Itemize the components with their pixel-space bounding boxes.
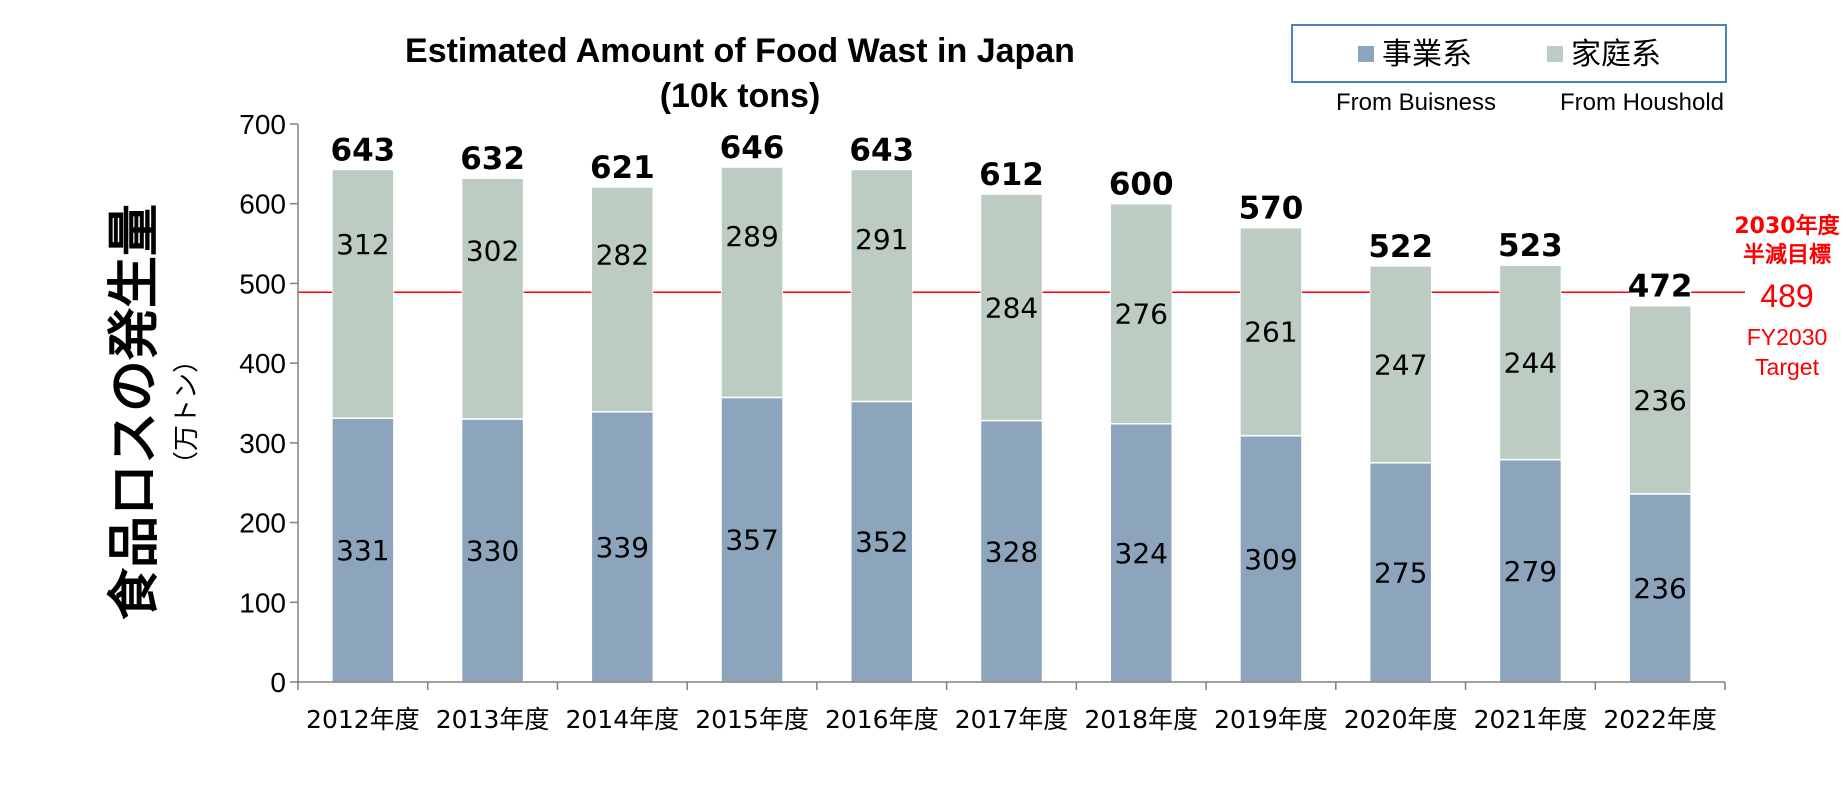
x-tick-label: 2014年度	[566, 705, 680, 734]
data-label-total: 646	[720, 130, 785, 166]
y-tick-label: 100	[239, 587, 286, 618]
data-label-business: 330	[466, 534, 519, 567]
x-tick-label: 2022年度	[1603, 705, 1717, 734]
y-axis-unit: （万トン）	[172, 347, 202, 477]
bar-segment-household	[1109, 202, 1173, 425]
data-label-household: 244	[1504, 346, 1557, 379]
bar-segment-business	[331, 417, 395, 683]
x-tick-label: 2017年度	[955, 705, 1069, 734]
target-label-en-line2: Target	[1755, 354, 1820, 380]
legend-label-household: 家庭系	[1571, 37, 1661, 72]
bar-segment-household	[1628, 304, 1692, 495]
bar-segment-household	[720, 166, 784, 399]
x-tick-label: 2015年度	[695, 705, 809, 734]
bar-segment-business	[720, 396, 784, 683]
data-label-business: 352	[855, 526, 908, 559]
data-label-business: 331	[336, 534, 389, 567]
y-tick-label: 300	[239, 428, 286, 459]
data-label-total: 612	[979, 157, 1044, 193]
legend-label-business: 事業系	[1382, 37, 1472, 72]
chart-title-line1: Estimated Amount of Food Wast in Japan	[405, 32, 1075, 70]
data-label-household: 312	[336, 228, 389, 261]
data-label-business: 309	[1244, 543, 1297, 576]
bar-segment-household	[979, 193, 1044, 422]
data-label-business: 275	[1374, 556, 1427, 589]
data-label-household: 284	[985, 291, 1038, 324]
legend-caption-household: From Houshold	[1560, 89, 1724, 116]
bar-segment-household	[1368, 265, 1433, 464]
y-axis-unit-group: （万トン）	[172, 347, 202, 477]
y-tick-label: 0	[270, 667, 286, 698]
chart-title-line2: (10k tons)	[660, 77, 821, 115]
x-tick-label: 2021年度	[1474, 705, 1588, 734]
bar-segment-business	[1239, 434, 1303, 683]
bar-segment-business	[1498, 458, 1563, 683]
y-tick-label: 200	[239, 508, 286, 539]
x-tick-label: 2020年度	[1344, 705, 1458, 734]
legend-caption-business: From Buisness	[1336, 89, 1496, 116]
y-axis-label: 食品ロスの発生量	[105, 204, 165, 620]
x-tick-label: 2013年度	[436, 705, 550, 734]
data-label-business: 357	[725, 524, 778, 557]
data-label-total: 570	[1239, 191, 1304, 227]
bar-segment-household	[1239, 226, 1303, 437]
plot-area: 0 100 200 300 400 500 600 700 331 312 643 2012年度 330…	[239, 109, 1745, 734]
data-label-household: 247	[1374, 348, 1427, 381]
target-label-jp-line1: 2030年度	[1734, 213, 1840, 239]
data-label-total: 643	[849, 132, 914, 168]
legend-swatch-business	[1358, 46, 1374, 62]
data-label-household: 289	[725, 220, 778, 253]
data-label-total: 523	[1498, 228, 1563, 264]
target-value: 489	[1760, 278, 1813, 314]
data-label-business: 236	[1633, 572, 1686, 605]
data-label-household: 261	[1244, 316, 1297, 349]
x-tick-label: 2018年度	[1084, 705, 1198, 734]
data-label-total: 632	[460, 141, 525, 177]
x-tick-label: 2012年度	[306, 705, 420, 734]
bar-segment-household	[460, 177, 525, 420]
data-label-business: 279	[1504, 555, 1557, 588]
data-label-household: 302	[466, 234, 519, 267]
data-label-household: 282	[596, 238, 649, 271]
y-tick-label: 600	[239, 189, 286, 220]
bar-segment-business	[1628, 493, 1692, 683]
bar-segment-household	[331, 168, 395, 419]
data-label-total: 621	[590, 150, 655, 186]
legend-swatch-household	[1547, 46, 1563, 62]
y-tick-label: 500	[239, 268, 286, 299]
legend: 事業系 家庭系 From Buisness From Houshold	[1291, 24, 1727, 116]
bar-segment-household	[1498, 264, 1563, 461]
bar-segment-household	[850, 168, 914, 403]
data-label-household: 236	[1633, 384, 1686, 417]
data-label-household: 291	[855, 223, 908, 256]
y-axis-title: 食品ロスの発生量	[105, 204, 165, 620]
data-label-total: 472	[1628, 269, 1693, 305]
target-label-en-line1: FY2030	[1747, 324, 1828, 350]
data-label-business: 328	[985, 535, 1038, 568]
bar-segment-household	[590, 186, 655, 413]
bar-segment-business	[1109, 422, 1173, 683]
x-tick-label: 2016年度	[825, 705, 939, 734]
data-label-business: 324	[1115, 537, 1168, 570]
y-tick-label: 400	[239, 348, 286, 379]
data-label-total: 522	[1368, 229, 1433, 265]
data-label-total: 600	[1109, 167, 1174, 203]
bar-segment-business	[1368, 462, 1433, 683]
target-label-jp-line2: 半減目標	[1743, 243, 1831, 268]
target-annotation: 2030年度 半減目標 489 FY2030 Target	[1734, 213, 1840, 380]
x-tick-label: 2019年度	[1214, 705, 1328, 734]
y-tick-label: 700	[239, 109, 286, 140]
data-label-household: 276	[1115, 298, 1168, 331]
data-label-total: 643	[331, 132, 396, 168]
data-label-business: 339	[596, 531, 649, 564]
